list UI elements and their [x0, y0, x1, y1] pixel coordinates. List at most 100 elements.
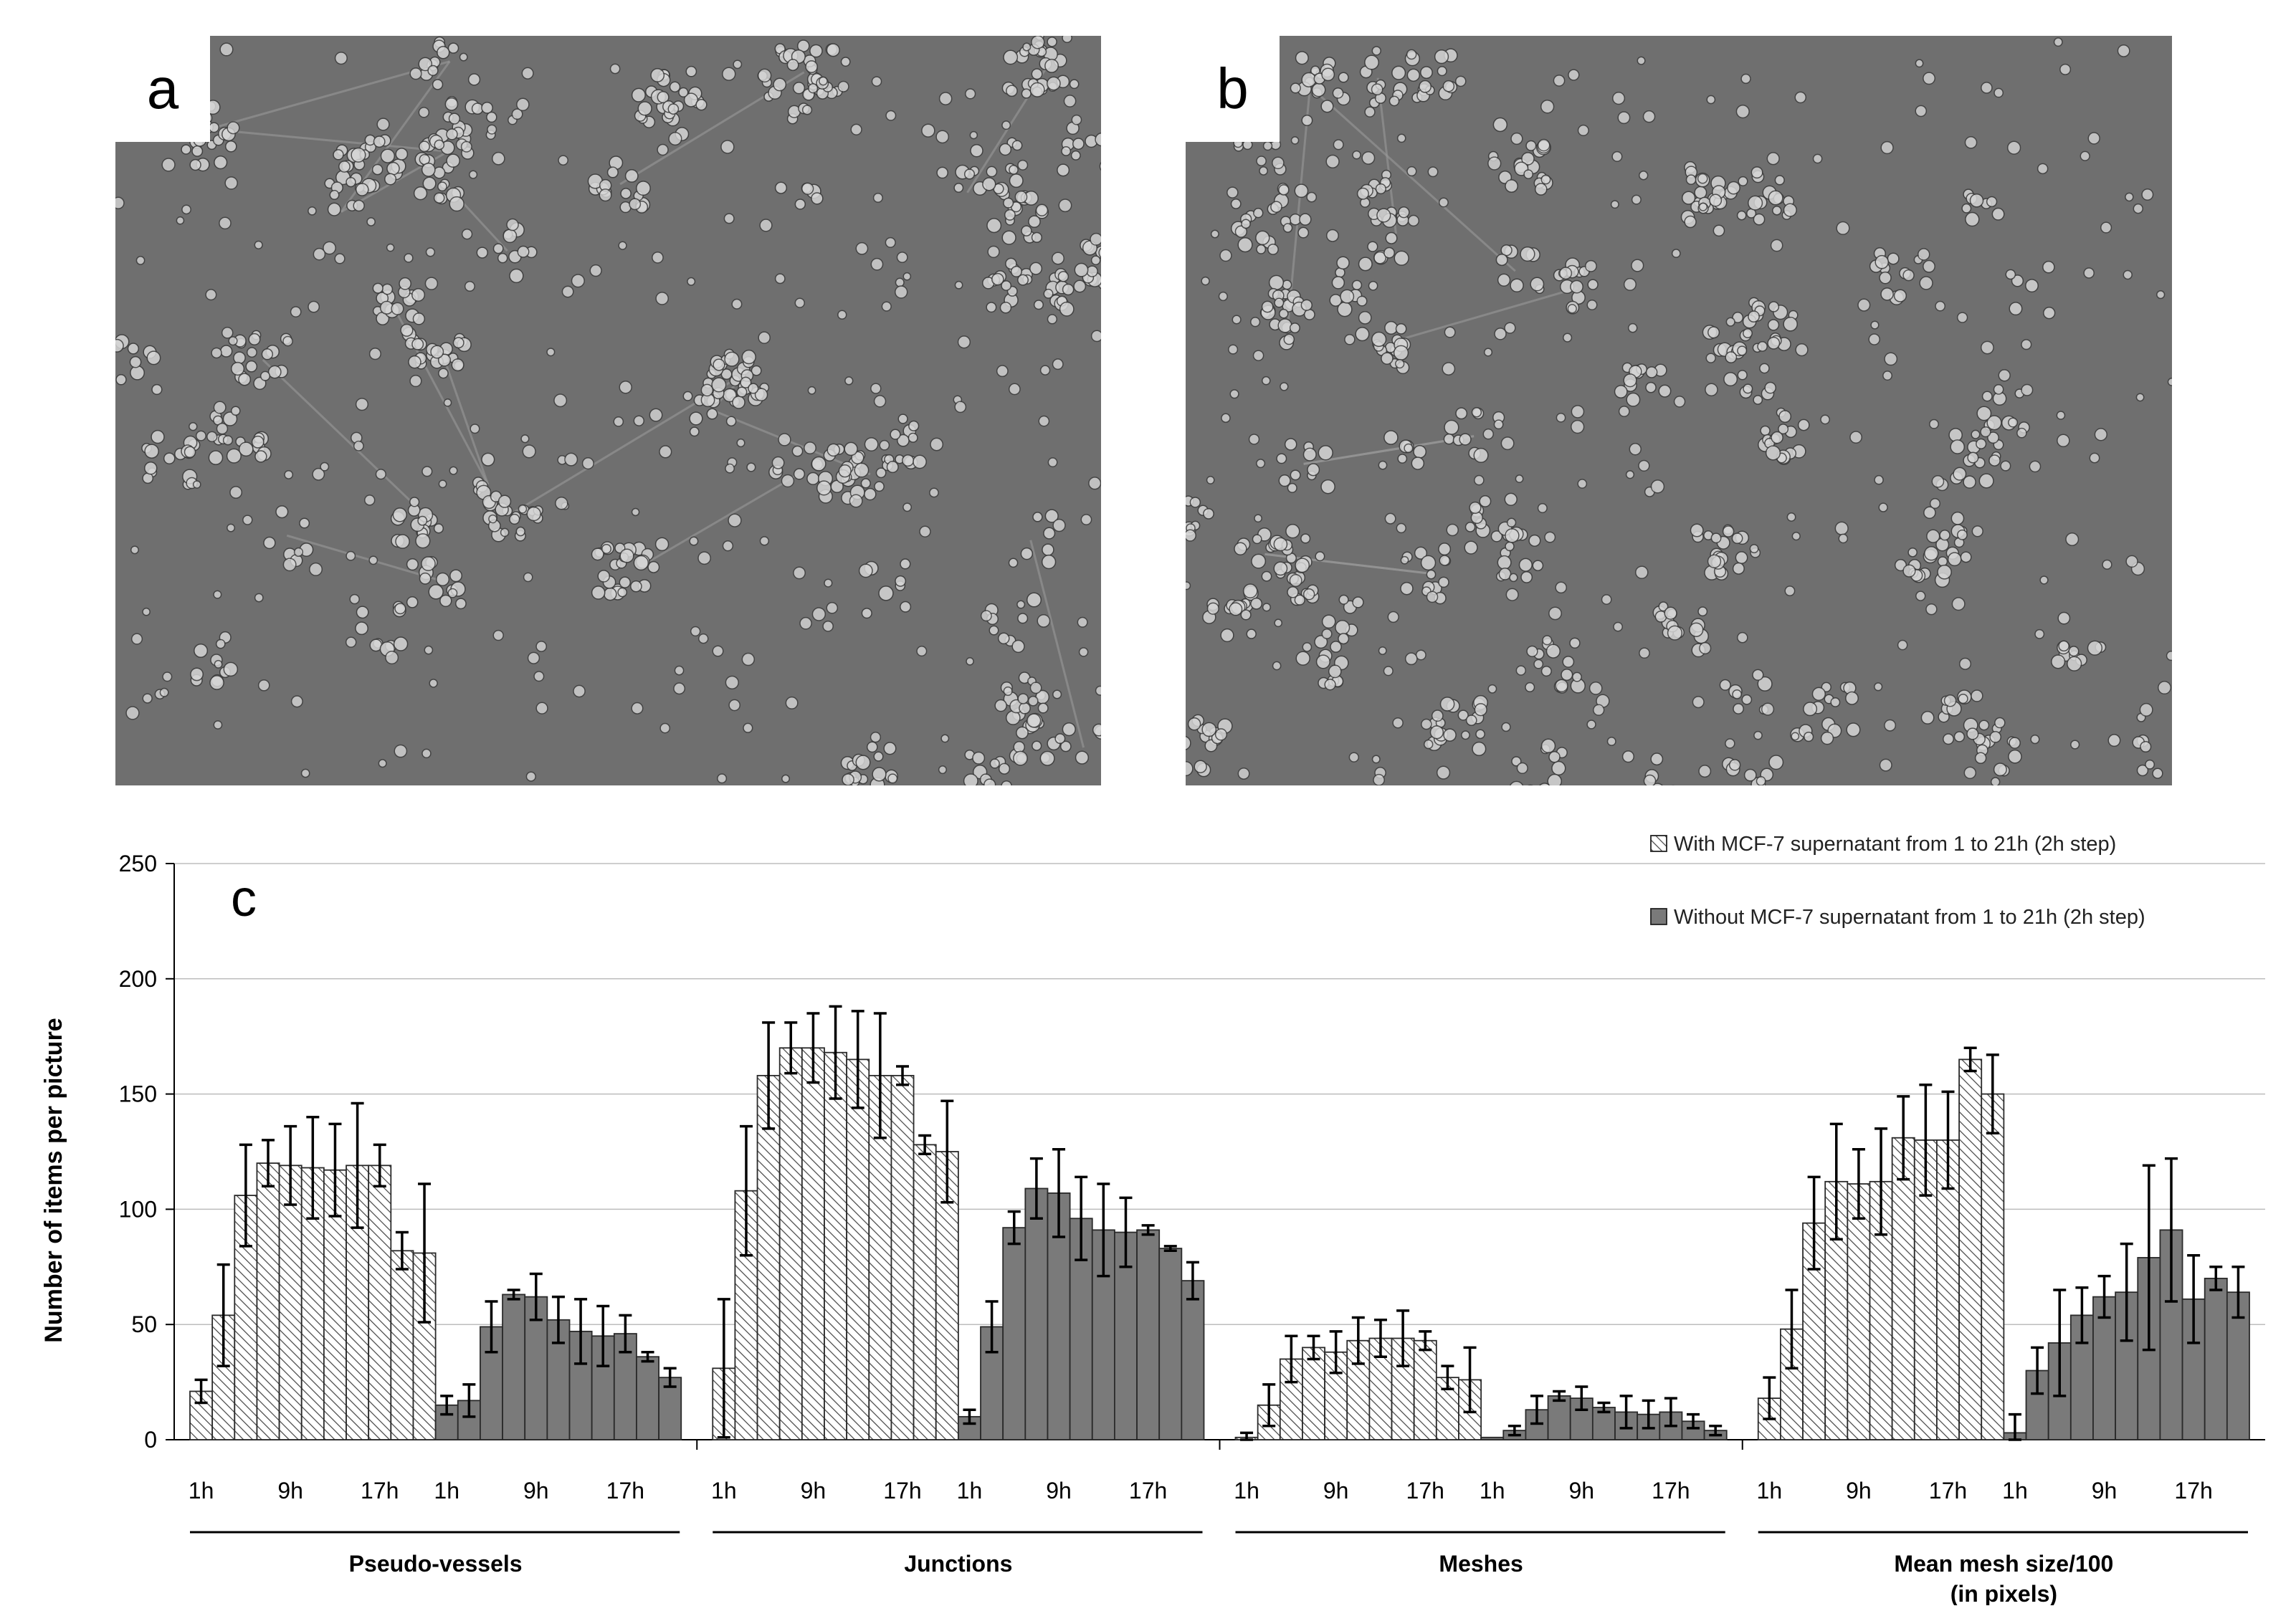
error-bar — [1396, 1309, 1410, 1367]
error-bar — [1441, 1364, 1454, 1390]
error-bar — [1829, 1122, 1843, 1240]
x-tick-label: 1h — [189, 1478, 214, 1504]
legend-entry-without: Without MCF-7 supernatant from 1 to 21h … — [1650, 906, 2145, 929]
error-bar — [2164, 1157, 2178, 1303]
bar-without-junctions-7h — [1024, 1187, 1049, 1440]
error-bar — [1897, 1095, 1910, 1181]
error-bar — [507, 1289, 520, 1301]
error-bar — [440, 1395, 454, 1416]
y-tick-label: 100 — [119, 1196, 157, 1222]
error-bar — [1329, 1330, 1343, 1375]
x-tick-label: 9h — [801, 1478, 827, 1504]
error-bar — [284, 1124, 297, 1206]
error-bar — [896, 1065, 910, 1086]
error-bar — [851, 1010, 864, 1109]
error-bar — [328, 1122, 342, 1218]
error-bar — [1007, 1210, 1021, 1246]
bar-without-mean-mesh-size-100-7h — [2069, 1314, 2094, 1440]
error-bar — [717, 1298, 730, 1439]
error-bar — [239, 1143, 252, 1248]
x-tick-label: 17h — [2174, 1478, 2212, 1504]
error-bar — [762, 1021, 776, 1130]
error-bar — [216, 1263, 230, 1367]
bar-with-junctions-17h — [890, 1074, 915, 1440]
error-bar — [784, 1021, 798, 1075]
x-tick-label: 1h — [1480, 1478, 1505, 1504]
bar-with-junctions-11h — [824, 1051, 848, 1440]
error-bar — [663, 1367, 677, 1388]
chart-error-bars — [194, 1005, 2245, 1441]
error-bar — [1852, 1148, 1865, 1220]
x-tick-label: 17h — [1929, 1478, 1967, 1504]
error-bar — [1262, 1383, 1276, 1428]
micrograph-a: a — [115, 36, 1101, 785]
error-bar — [641, 1351, 654, 1363]
error-bar — [574, 1298, 588, 1365]
error-bar — [2209, 1266, 2223, 1291]
error-bar — [1919, 1083, 1933, 1197]
x-tick-label: 9h — [1323, 1478, 1349, 1504]
bar-without-meshes-7h — [1547, 1395, 1571, 1440]
bar-without-meshes-1h — [1480, 1436, 1505, 1440]
error-bar — [985, 1300, 999, 1354]
error-bar — [1419, 1330, 1432, 1352]
error-bar — [1597, 1401, 1611, 1414]
error-bar — [462, 1383, 476, 1418]
chart-bars — [189, 1047, 2250, 1440]
micrograph-a-background — [115, 36, 1101, 785]
error-bar — [963, 1408, 976, 1425]
error-bar — [1119, 1196, 1133, 1268]
bar-without-mean-mesh-size-100-19h — [2204, 1277, 2228, 1440]
error-bar — [1029, 1157, 1043, 1220]
error-bar — [1075, 1175, 1088, 1261]
error-bar — [373, 1143, 386, 1187]
error-bar — [262, 1139, 275, 1187]
y-tick-label: 150 — [119, 1081, 157, 1107]
error-bar — [194, 1378, 208, 1405]
bar-with-pseudo-vessels-21h — [412, 1252, 437, 1440]
error-bar — [418, 1182, 432, 1324]
panel-label-a: a — [115, 36, 210, 142]
error-bar — [1963, 1046, 1977, 1073]
x-tick-label: 1h — [434, 1478, 459, 1504]
error-bar — [1941, 1090, 1955, 1190]
bar-with-pseudo-vessels-19h — [390, 1250, 414, 1440]
x-tick-label: 1h — [1234, 1478, 1259, 1504]
error-bar — [1785, 1289, 1799, 1370]
error-bar — [829, 1005, 842, 1100]
error-bar — [806, 1012, 820, 1084]
error-bar — [551, 1295, 565, 1344]
error-bar — [1351, 1316, 1365, 1365]
error-bar — [1619, 1395, 1633, 1430]
bar-with-junctions-7h — [778, 1047, 803, 1440]
error-bar — [596, 1304, 610, 1367]
legend-label: With MCF-7 supernatant from 1 to 21h (2h… — [1674, 833, 2116, 856]
error-bar — [1709, 1424, 1723, 1437]
bar-with-pseudo-vessels-17h — [368, 1165, 392, 1440]
error-bar — [2053, 1289, 2067, 1397]
panel-label-b: b — [1186, 36, 1280, 142]
x-tick-label: 17h — [1406, 1478, 1444, 1504]
y-tick-label: 50 — [131, 1311, 157, 1337]
error-bar — [2075, 1286, 2089, 1344]
error-bar — [1507, 1424, 1521, 1437]
error-bar — [1186, 1261, 1199, 1301]
bar-with-junctions-13h — [846, 1058, 870, 1440]
bar-with-junctions-19h — [913, 1144, 937, 1440]
bar-with-junctions-5h — [756, 1074, 781, 1440]
micrograph-b: b — [1186, 36, 2172, 785]
x-tick-label: 9h — [1046, 1478, 1072, 1504]
error-bar — [1553, 1390, 1566, 1402]
error-bar — [1875, 1127, 1888, 1236]
error-bar — [2008, 1412, 2021, 1441]
error-bar — [529, 1272, 543, 1321]
legend-label: Without MCF-7 supernatant from 1 to 21h … — [1674, 906, 2145, 929]
x-tick-label: 17h — [1129, 1478, 1167, 1504]
bar-with-mean-mesh-size-100-21h — [1981, 1093, 2005, 1440]
error-bar — [739, 1124, 753, 1257]
bar-with-meshes-7h — [1302, 1347, 1325, 1440]
group-label: Meshes — [1439, 1551, 1523, 1577]
error-bar — [2031, 1346, 2044, 1395]
group-label: Pseudo-vessels — [349, 1551, 523, 1577]
error-bar — [1141, 1224, 1155, 1236]
